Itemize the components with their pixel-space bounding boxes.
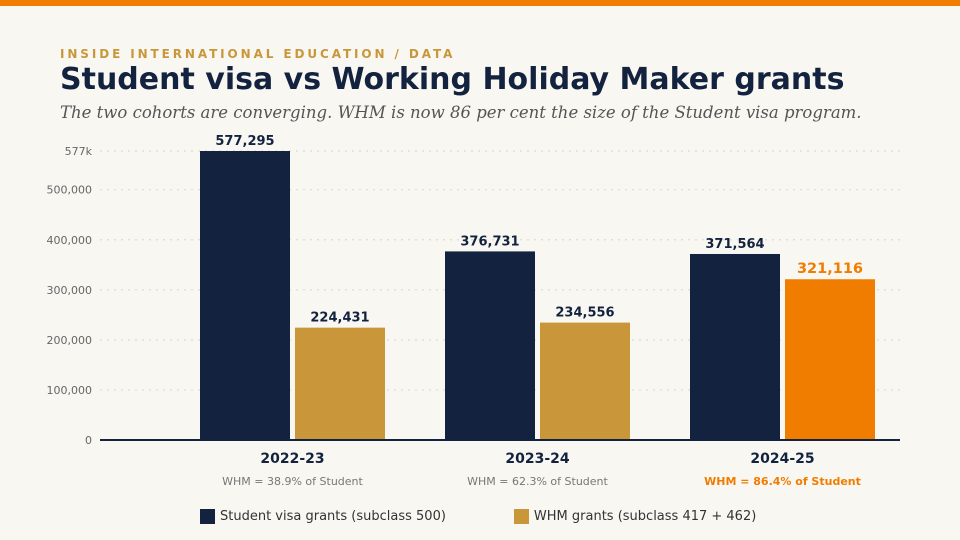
data-label: 577,295 — [215, 134, 274, 149]
data-label: 371,564 — [705, 237, 764, 252]
bar-whm — [540, 322, 630, 440]
y-tick-label: 400,000 — [47, 234, 93, 247]
legend-item-whm: WHM grants (subclass 417 + 462) — [513, 509, 757, 524]
page-title: Student visa vs Working Holiday Maker gr… — [60, 62, 845, 97]
y-tick-label: 577k — [65, 145, 93, 158]
legend-item-student: Student visa grants (subclass 500) — [200, 509, 446, 524]
legend-label-student: Student visa grants (subclass 500) — [220, 509, 446, 524]
chart-legend: Student visa grants (subclass 500) WHM g… — [200, 509, 756, 524]
y-tick-label: 200,000 — [47, 334, 93, 347]
y-tick-label: 100,000 — [47, 384, 93, 397]
ratio-note: WHM = 86.4% of Student — [704, 475, 861, 488]
legend-swatch-student — [200, 509, 215, 524]
bar-whm — [295, 327, 385, 440]
data-label: 376,731 — [460, 234, 519, 249]
bar-student — [690, 253, 780, 440]
ratio-note: WHM = 38.9% of Student — [222, 475, 363, 488]
legend-label-whm: WHM grants (subclass 417 + 462) — [533, 509, 757, 524]
legend-swatch-whm — [513, 509, 529, 524]
x-tick-label: 2024-25 — [750, 451, 814, 467]
accent-top-bar — [0, 0, 960, 6]
x-tick-label: 2023-24 — [505, 451, 570, 467]
y-tick-label: 500,000 — [47, 184, 93, 197]
bar-whm — [785, 279, 875, 440]
x-tick-label: 2022-23 — [260, 451, 324, 467]
ratio-note: WHM = 62.3% of Student — [467, 475, 608, 488]
y-tick-label: 0 — [85, 434, 92, 447]
data-label: 321,116 — [797, 261, 863, 277]
kicker: INSIDE INTERNATIONAL EDUCATION / DATA — [60, 47, 456, 61]
bar-student — [445, 251, 535, 440]
data-label: 234,556 — [555, 306, 614, 321]
y-tick-label: 300,000 — [47, 284, 93, 297]
page-subtitle: The two cohorts are converging. WHM is n… — [60, 103, 862, 122]
data-label: 224,431 — [310, 311, 369, 326]
bar-student — [200, 151, 290, 440]
